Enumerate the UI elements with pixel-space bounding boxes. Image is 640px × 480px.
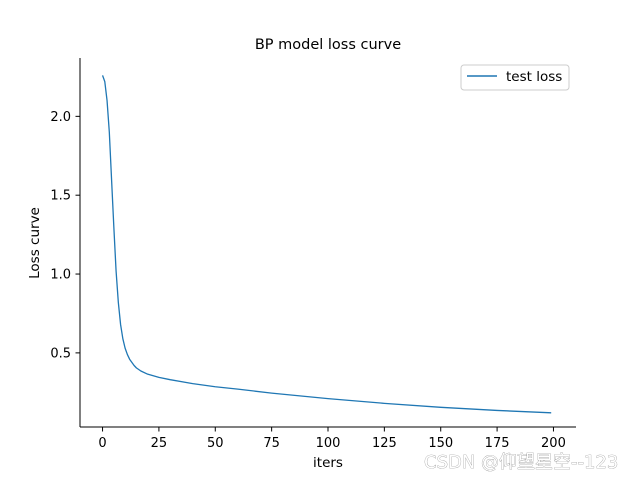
series-line-test-loss [101, 75, 552, 414]
x-tick-label: 175 [485, 436, 510, 451]
legend: test loss [460, 64, 570, 91]
x-tick-label: 25 [151, 436, 168, 451]
x-ticks: 0 25 50 75 100 125 150 175 200 [98, 427, 566, 451]
x-tick-label: 125 [372, 436, 397, 451]
y-axis-label: Loss curve [27, 207, 43, 279]
y-tick-label: 1.0 [50, 268, 71, 283]
x-tick-label: 200 [541, 436, 566, 451]
y-tick-label: 2.0 [50, 110, 71, 125]
x-tick-label: 75 [263, 436, 280, 451]
series-layer [101, 75, 552, 414]
x-tick-label: 100 [316, 436, 341, 451]
x-tick-label: 50 [207, 436, 224, 451]
y-tick-label: 0.5 [50, 346, 71, 361]
x-tick-label: 150 [428, 436, 453, 451]
plot-area: 0 25 50 75 100 125 150 175 200 0.5 1.0 1.5 2.0 [50, 58, 576, 451]
legend-frame [460, 64, 570, 91]
x-axis-label: iters [313, 455, 343, 471]
chart-title: BP model loss curve [255, 37, 401, 53]
watermark-text: CSDN @仰望星空--123 [424, 452, 618, 473]
y-ticks: 0.5 1.0 1.5 2.0 [50, 110, 80, 361]
legend-label-test-loss: test loss [506, 69, 562, 85]
x-tick-label: 0 [98, 436, 106, 451]
y-tick-label: 1.5 [50, 189, 71, 204]
